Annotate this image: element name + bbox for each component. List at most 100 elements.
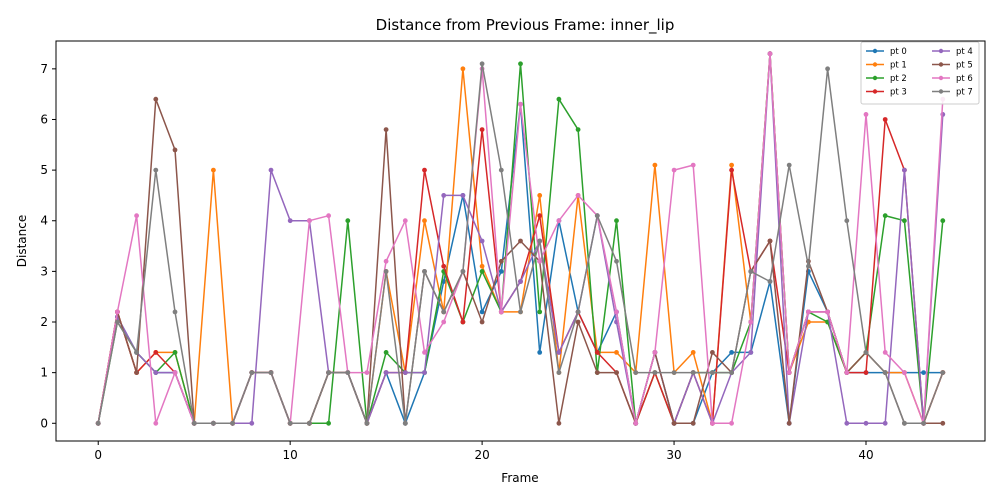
data-point [383, 350, 389, 355]
data-point [863, 420, 869, 426]
data-point [518, 238, 523, 244]
data-point [249, 420, 255, 426]
data-point [537, 238, 543, 244]
data-point [518, 279, 523, 284]
data-point [498, 167, 504, 173]
data-point [172, 350, 178, 355]
legend-item: pt 6 [932, 74, 973, 84]
data-point [729, 370, 734, 375]
plot-area [95, 51, 946, 426]
data-point [383, 269, 389, 274]
data-point [882, 370, 888, 375]
data-point [153, 420, 159, 426]
data-point [230, 420, 236, 426]
legend-marker [872, 62, 878, 67]
data-point [364, 370, 370, 375]
data-point [460, 319, 466, 325]
x-tick-label: 0 [94, 448, 102, 462]
data-point [671, 370, 677, 375]
data-point [307, 218, 312, 224]
series-line [97, 52, 944, 425]
legend-marker [938, 89, 944, 94]
data-point [652, 350, 658, 355]
data-point [767, 279, 773, 284]
x-tick-label: 20 [474, 448, 489, 462]
data-point [153, 167, 159, 173]
data-point [614, 370, 619, 375]
legend-label: pt 6 [956, 74, 973, 84]
data-point [940, 218, 946, 224]
data-point [95, 420, 101, 426]
data-point [172, 309, 178, 315]
legend-label: pt 3 [890, 88, 907, 98]
data-point [479, 309, 485, 315]
data-point [249, 370, 255, 375]
data-point [710, 350, 715, 355]
legend-item: pt 2 [866, 74, 907, 84]
data-point [479, 61, 485, 67]
data-point [383, 370, 389, 375]
series-pt-6 [95, 51, 946, 426]
y-tick-label: 6 [40, 112, 48, 126]
data-point [671, 420, 677, 426]
data-point [479, 269, 485, 274]
data-point [786, 420, 792, 426]
legend-item: pt 0 [866, 47, 907, 57]
data-point [767, 51, 773, 57]
data-point [575, 127, 581, 132]
data-point [614, 309, 619, 315]
data-point [729, 167, 734, 173]
data-point [422, 370, 427, 375]
data-point [690, 350, 696, 355]
data-point [652, 370, 658, 375]
series-line [97, 98, 943, 425]
data-point [921, 370, 926, 375]
data-point [460, 66, 466, 72]
data-point [518, 101, 523, 107]
data-point [921, 420, 926, 426]
data-point [556, 350, 562, 355]
plot-frame [55, 40, 986, 442]
data-point [537, 350, 543, 355]
data-point [518, 61, 523, 67]
y-tick-label: 0 [40, 416, 48, 430]
data-point [441, 263, 447, 269]
x-axis: 0 10 20 30 40 [94, 441, 874, 462]
data-point [633, 370, 639, 375]
data-point [594, 350, 600, 355]
data-point [537, 193, 543, 198]
data-point [134, 350, 140, 355]
data-point [326, 420, 331, 426]
data-point [518, 309, 523, 315]
data-point [652, 162, 658, 168]
data-point [115, 319, 120, 325]
data-point [786, 162, 792, 168]
data-point [460, 269, 466, 274]
data-point [575, 319, 581, 325]
data-point [729, 350, 734, 355]
data-point [863, 350, 869, 355]
data-point [614, 258, 619, 264]
legend: pt 0 pt 1 pt 2 pt 3 pt 4 pt 5 pt 6 pt 7 [860, 41, 980, 105]
data-point [902, 420, 907, 426]
data-point [882, 350, 888, 355]
legend-item: pt 5 [932, 61, 973, 71]
data-point [710, 420, 715, 426]
data-point [383, 258, 389, 264]
data-point [287, 420, 293, 426]
data-point [690, 420, 696, 426]
data-point [806, 263, 811, 269]
x-tick-label: 10 [283, 448, 298, 462]
data-point [211, 420, 216, 426]
data-point [825, 309, 830, 315]
data-point [882, 117, 888, 122]
data-point [537, 213, 543, 219]
legend-label: pt 5 [956, 61, 973, 71]
data-point [690, 162, 696, 168]
y-axis: 0 1 2 3 4 5 6 7 [40, 62, 56, 430]
data-point [211, 167, 216, 173]
data-point [940, 370, 946, 375]
data-point [479, 319, 485, 325]
data-point [326, 370, 331, 375]
data-point [268, 167, 274, 173]
